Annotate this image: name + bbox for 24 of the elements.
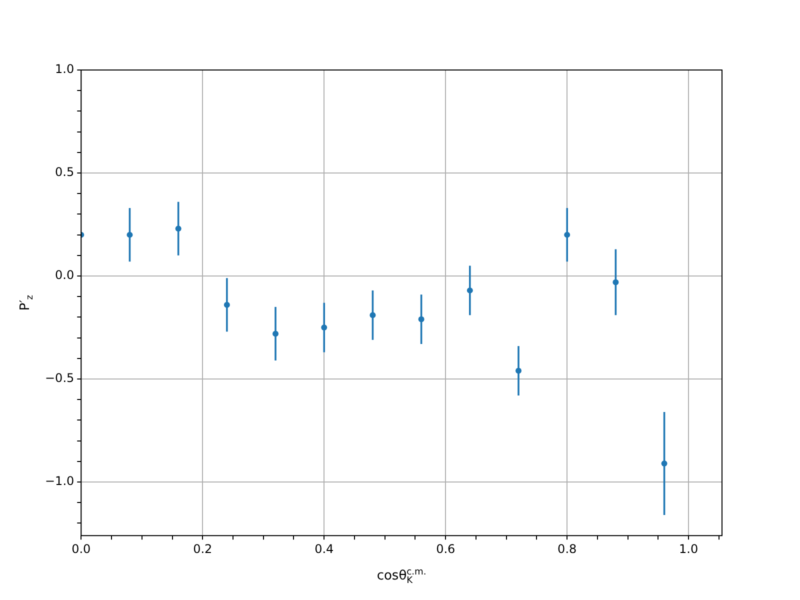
y-tick-label: −0.5 <box>45 371 74 386</box>
point <box>224 302 230 308</box>
x-tick-label: 0.2 <box>193 542 212 556</box>
x-tick-label: 0.0 <box>72 542 91 556</box>
point <box>321 324 328 331</box>
point <box>564 232 570 238</box>
x-tick-label: 1.0 <box>679 542 698 556</box>
point <box>175 226 182 232</box>
x-tick-label: 0.6 <box>436 542 456 556</box>
point <box>466 287 473 294</box>
point <box>126 232 133 238</box>
x-tick-label: 0.8 <box>558 542 577 556</box>
x-tick-label: 0.4 <box>314 542 334 556</box>
point <box>370 312 376 318</box>
point <box>612 279 619 286</box>
y-tick-label: −1.0 <box>45 474 74 488</box>
y-axis-title: P′z <box>18 294 36 311</box>
y-tick-label: 0.0 <box>55 268 74 282</box>
y-tick-label: 0.5 <box>55 165 74 180</box>
point <box>418 316 424 322</box>
y-tick-label: 1.0 <box>55 62 74 76</box>
point <box>661 460 668 466</box>
point <box>516 368 522 374</box>
point <box>272 330 279 337</box>
